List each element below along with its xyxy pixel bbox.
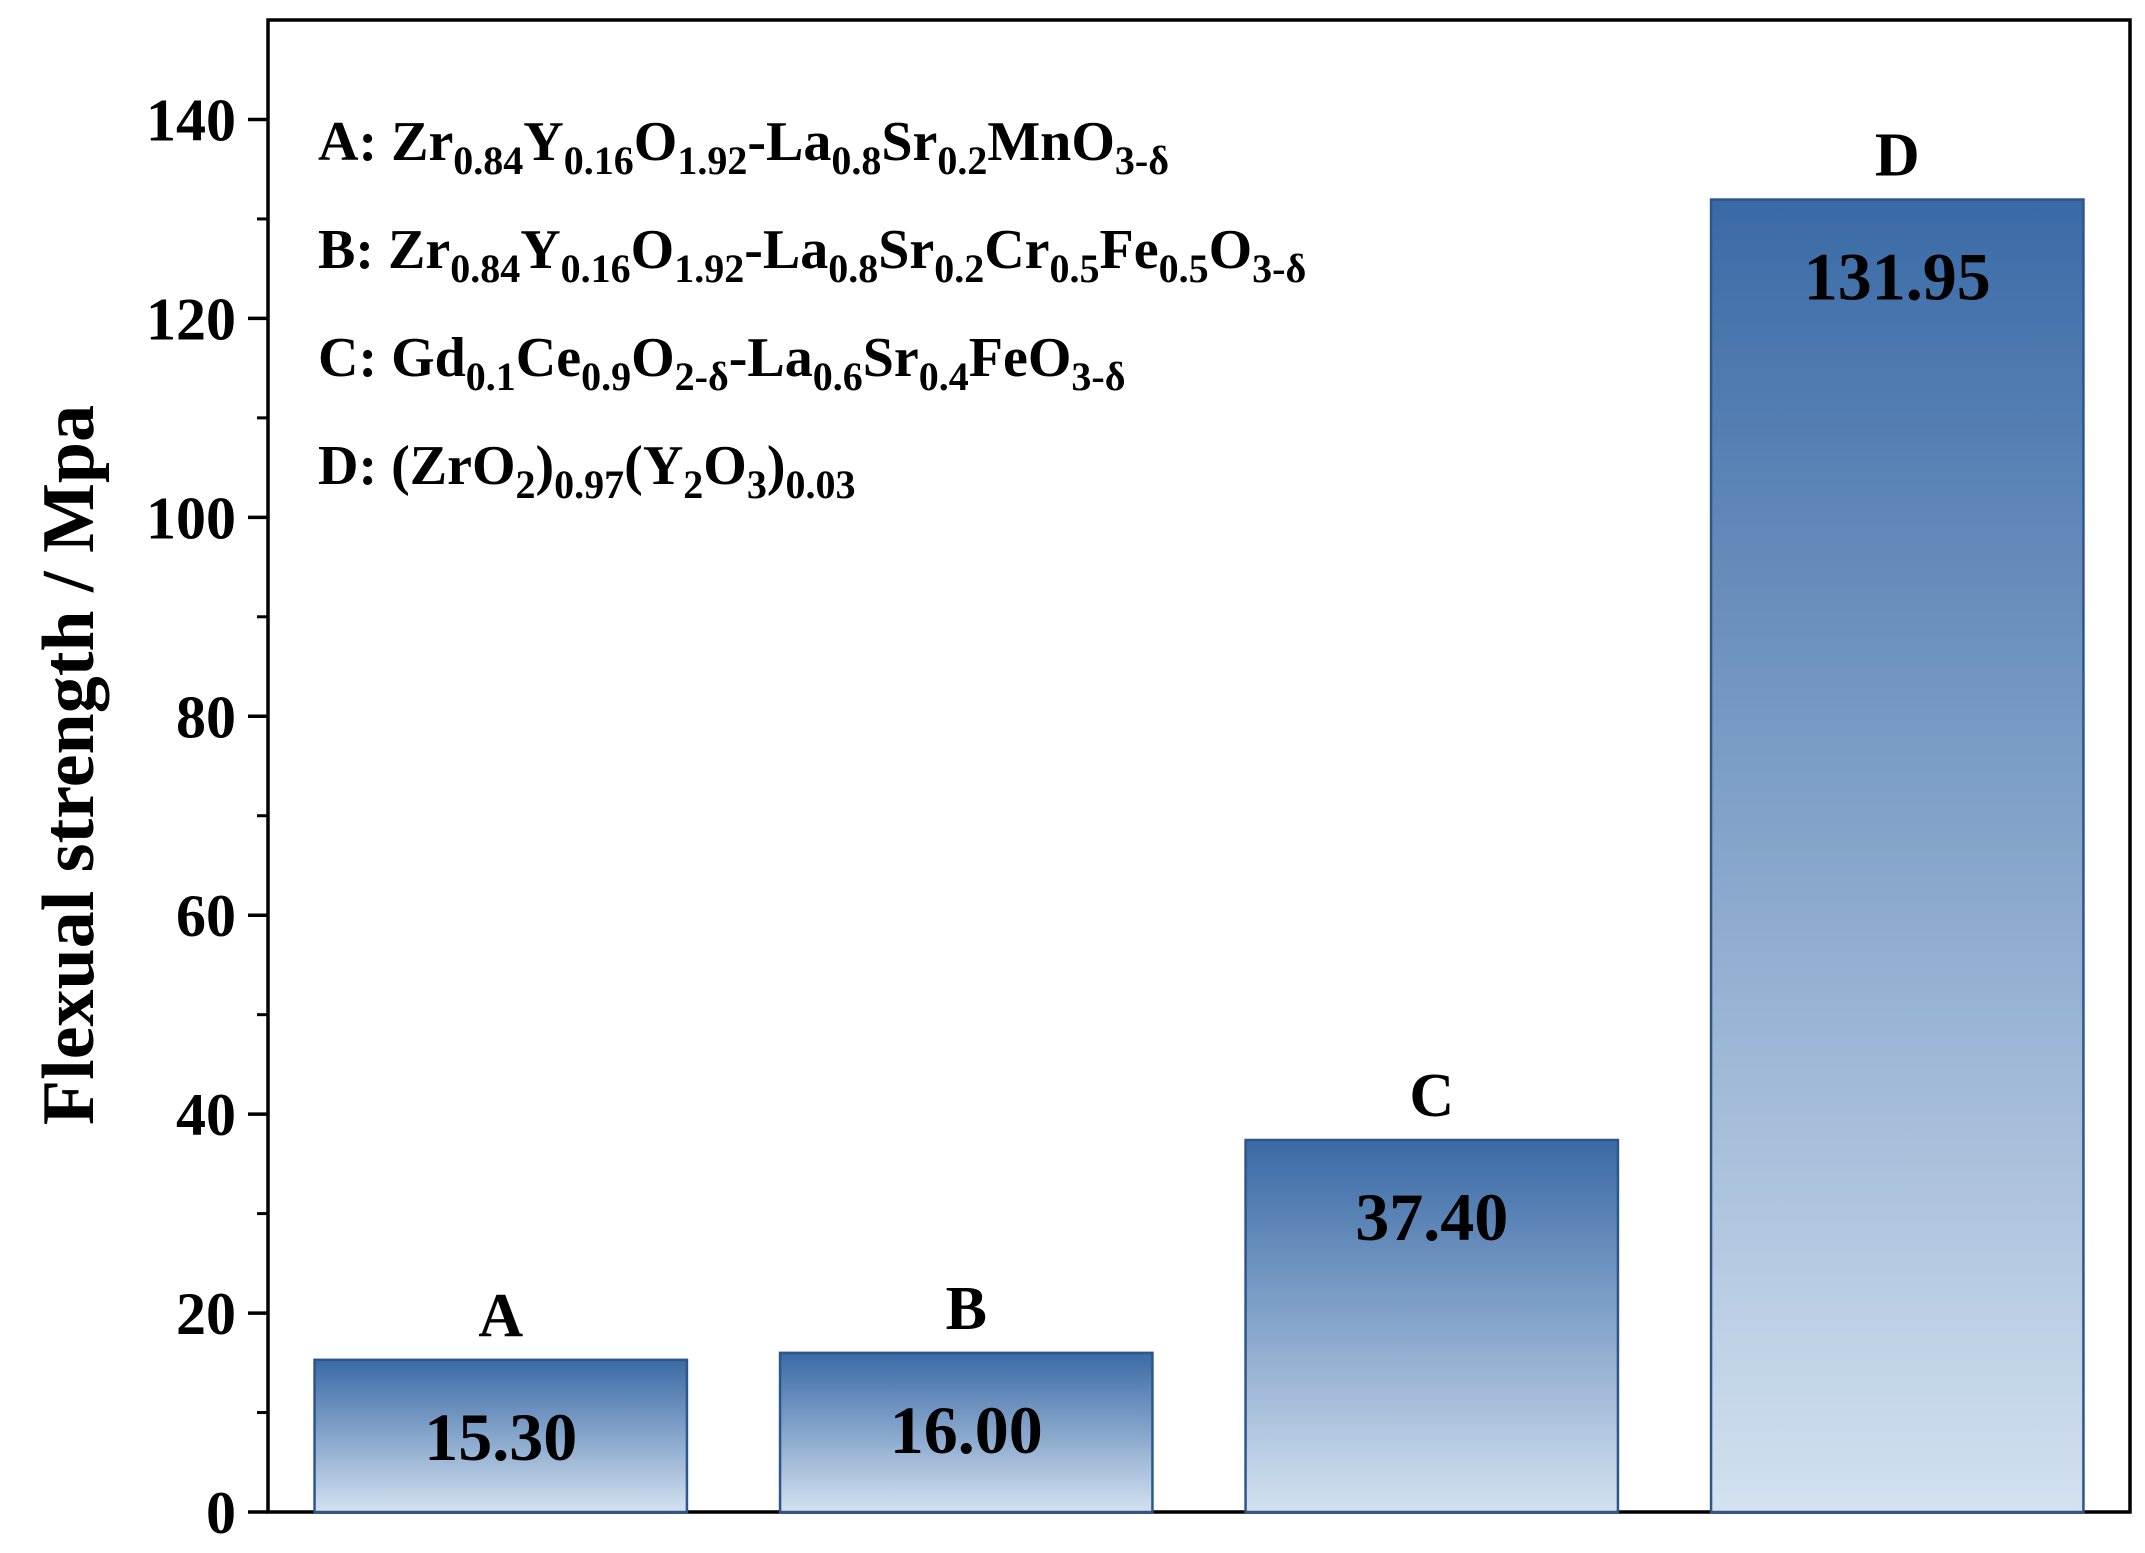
bar-D — [1709, 198, 2085, 1514]
legend-entry-D: D: (ZrO2)0.97(Y2O3)0.03 — [318, 435, 855, 507]
bar-B — [778, 1351, 1154, 1514]
bar-value-label: 15.30 — [424, 1399, 577, 1475]
plot-frame — [266, 18, 2132, 1514]
y-tick-label: 120 — [146, 286, 236, 352]
bar-category-label: C — [1409, 1062, 1454, 1130]
bar-value-label: 37.40 — [1355, 1179, 1508, 1255]
legend-entry-A: A: Zr0.84Y0.16O1.92-La0.8Sr0.2MnO3-δ — [318, 111, 1169, 183]
axes: 0 20 40 60 80 100 120 140 — [146, 18, 2132, 1546]
legend: A: Zr0.84Y0.16O1.92-La0.8Sr0.2MnO3-δ B: Z… — [318, 111, 1306, 507]
y-tick-label: 0 — [206, 1480, 236, 1546]
bar-category-label: A — [478, 1282, 523, 1350]
y-tick-label: 20 — [176, 1281, 236, 1347]
bar-A — [313, 1358, 689, 1514]
y-axis-title: Flexual strength / Mpa — [28, 405, 110, 1125]
y-tick-label: 80 — [176, 684, 236, 750]
bars — [313, 198, 2085, 1514]
bar-C — [1244, 1138, 1620, 1514]
bar-value-label: 131.95 — [1804, 239, 1991, 315]
y-tick-label: 40 — [176, 1082, 236, 1148]
bar-labels: A 15.30 B 16.00 C 37.40 D 131.95 — [424, 122, 1991, 1475]
bar-category-label: B — [946, 1275, 987, 1343]
legend-entry-C: C: Gd0.1Ce0.9O2-δ-La0.6Sr0.4FeO3-δ — [318, 327, 1125, 399]
legend-entry-B: B: Zr0.84Y0.16O1.92-La0.8Sr0.2Cr0.5Fe0.5… — [318, 219, 1306, 291]
bar-value-label: 16.00 — [890, 1392, 1043, 1468]
bar-category-label: D — [1875, 122, 1920, 190]
y-tick-label: 100 — [146, 485, 236, 551]
y-tick-label: 140 — [146, 87, 236, 153]
y-tick-label: 60 — [176, 883, 236, 949]
